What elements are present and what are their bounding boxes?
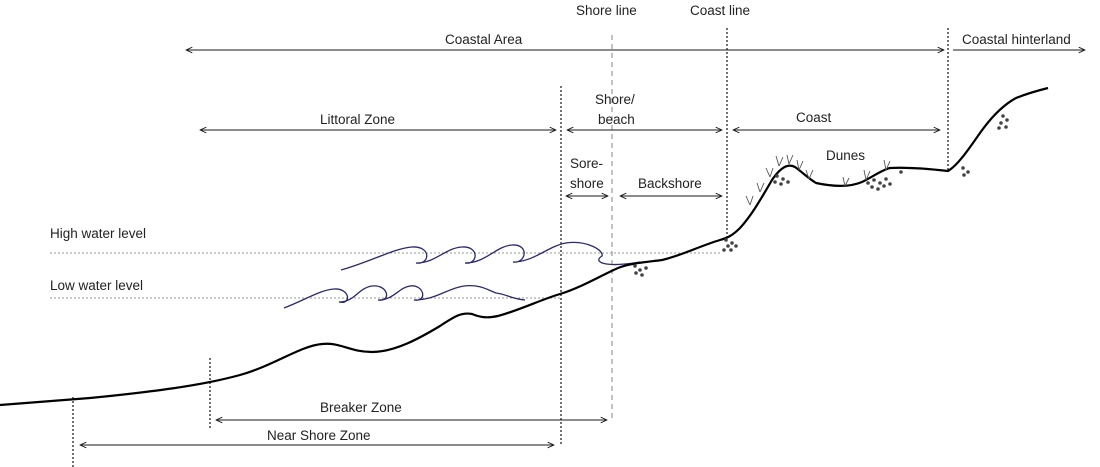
pebbles-shore <box>633 264 648 277</box>
littoral-zone-label: Littoral Zone <box>320 112 395 127</box>
dune-grass <box>745 154 891 206</box>
shore-beach-label-line1: Shore/ <box>595 92 635 107</box>
shore-beach-label-line2: beach <box>598 112 635 127</box>
coast-line-label: Coast line <box>690 3 750 18</box>
high-water-level-label: High water level <box>50 226 146 241</box>
shore-line-label: Shore line <box>576 3 637 18</box>
pebbles-coast-line <box>722 238 738 252</box>
sore-shore-label-line2: shore <box>570 176 604 191</box>
dunes-label: Dunes <box>826 148 865 163</box>
pebbles-dune-right <box>866 170 903 191</box>
coastal-hinterland-label: Coastal hinterland <box>962 32 1071 47</box>
low-water-level-label: Low water level <box>50 278 143 293</box>
backshore-label: Backshore <box>638 176 702 191</box>
coastal-area-label: Coastal Area <box>445 32 523 47</box>
low-water-wave <box>283 284 526 309</box>
coast-label: Coast <box>796 110 832 125</box>
breaker-zone-label: Breaker Zone <box>320 400 402 415</box>
pebbles-hinterland-high <box>997 114 1009 130</box>
pebbles-hinterland-low <box>961 166 970 177</box>
pebbles-dune-left <box>773 174 790 186</box>
near-shore-zone-label: Near Shore Zone <box>267 428 371 443</box>
sore-shore-label-line1: Sore- <box>570 156 603 171</box>
high-water-wave <box>340 241 641 271</box>
terrain-profile <box>0 86 1049 407</box>
